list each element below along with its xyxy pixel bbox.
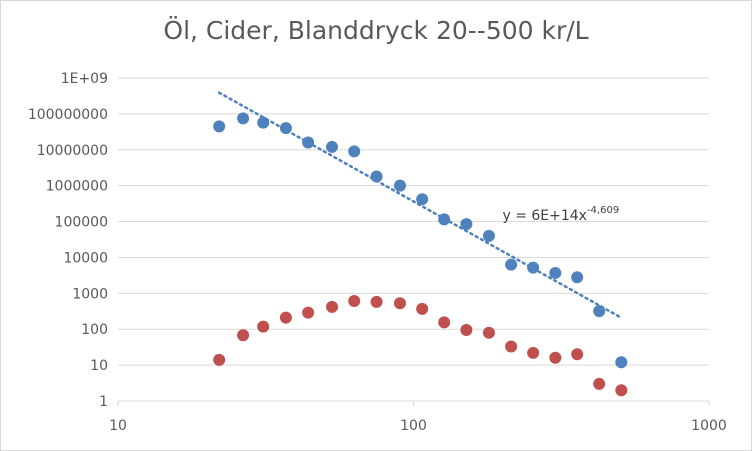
grid-lines	[118, 77, 709, 366]
red-series-point	[593, 377, 606, 390]
x-tick-label: 1000	[691, 418, 727, 434]
red-series-point	[326, 300, 339, 313]
blue-series-point	[593, 305, 606, 318]
red-series-point	[393, 297, 406, 310]
red-series-point	[370, 295, 383, 308]
red-series-point	[257, 320, 270, 333]
red-series-point	[348, 295, 361, 308]
y-axis-tick-labels: 1 10 100 1000 10000 100000 1000000 10000000 1000…	[28, 71, 108, 410]
y-tick-label: 1E+09	[61, 71, 108, 87]
blue-series-point	[237, 112, 250, 125]
y-tick-label: 1	[99, 394, 108, 410]
red-series-point	[279, 311, 292, 324]
trendline-equation-base: y = 6E+14x	[502, 208, 586, 224]
red-series-point	[302, 306, 315, 319]
blue-series-point	[482, 229, 495, 242]
y-tick-label: 10	[90, 358, 108, 374]
chart-title: Öl, Cider, Blanddryck 20--500 kr/L	[163, 16, 589, 45]
x-tick-label: 100	[400, 418, 427, 434]
red-series-point	[416, 302, 429, 315]
blue-series-point	[348, 145, 361, 158]
blue-series-point	[527, 261, 540, 274]
x-axis-tick-labels: 10 100 1000	[109, 401, 727, 434]
red-series-point	[237, 329, 250, 342]
y-tick-label: 1000	[72, 286, 108, 302]
blue-series-point	[393, 179, 406, 192]
red-series-point	[549, 351, 562, 364]
red-series-point	[527, 346, 540, 359]
trendline-layer	[217, 91, 623, 320]
red-series-point	[438, 316, 451, 329]
blue-series-point	[571, 271, 584, 284]
blue-series-point	[326, 140, 339, 153]
trendline-equation: y = 6E+14x-4,609	[502, 205, 619, 224]
trendline-equation-exponent: -4,609	[587, 205, 619, 216]
blue-series-point	[505, 258, 518, 271]
red-series-point	[571, 348, 584, 361]
blue-series-point	[302, 136, 315, 149]
red-series-point	[213, 353, 226, 366]
y-tick-label: 1000000	[46, 179, 108, 195]
blue-series-point	[370, 170, 383, 183]
blue-series-point	[416, 193, 429, 206]
blue-series-point	[438, 213, 451, 226]
blue-series-point	[460, 218, 473, 231]
y-tick-label: 10000000	[37, 143, 108, 159]
y-tick-label: 100	[81, 322, 108, 338]
blue-series-point	[213, 120, 226, 133]
blue-series-point	[257, 116, 270, 129]
y-tick-label: 100000	[55, 215, 108, 231]
red-series-point	[615, 384, 628, 397]
blue-series-point	[279, 122, 292, 135]
data-points	[213, 112, 628, 397]
blue-series-point	[549, 266, 562, 279]
blue-series-point	[615, 356, 628, 369]
y-tick-label: 100000000	[28, 107, 108, 123]
red-series-point	[482, 326, 495, 339]
red-series-point	[460, 324, 473, 337]
y-tick-label: 10000	[63, 250, 108, 266]
power-trendline	[217, 91, 623, 320]
x-tick-label: 10	[109, 418, 127, 434]
red-series-point	[505, 340, 518, 353]
